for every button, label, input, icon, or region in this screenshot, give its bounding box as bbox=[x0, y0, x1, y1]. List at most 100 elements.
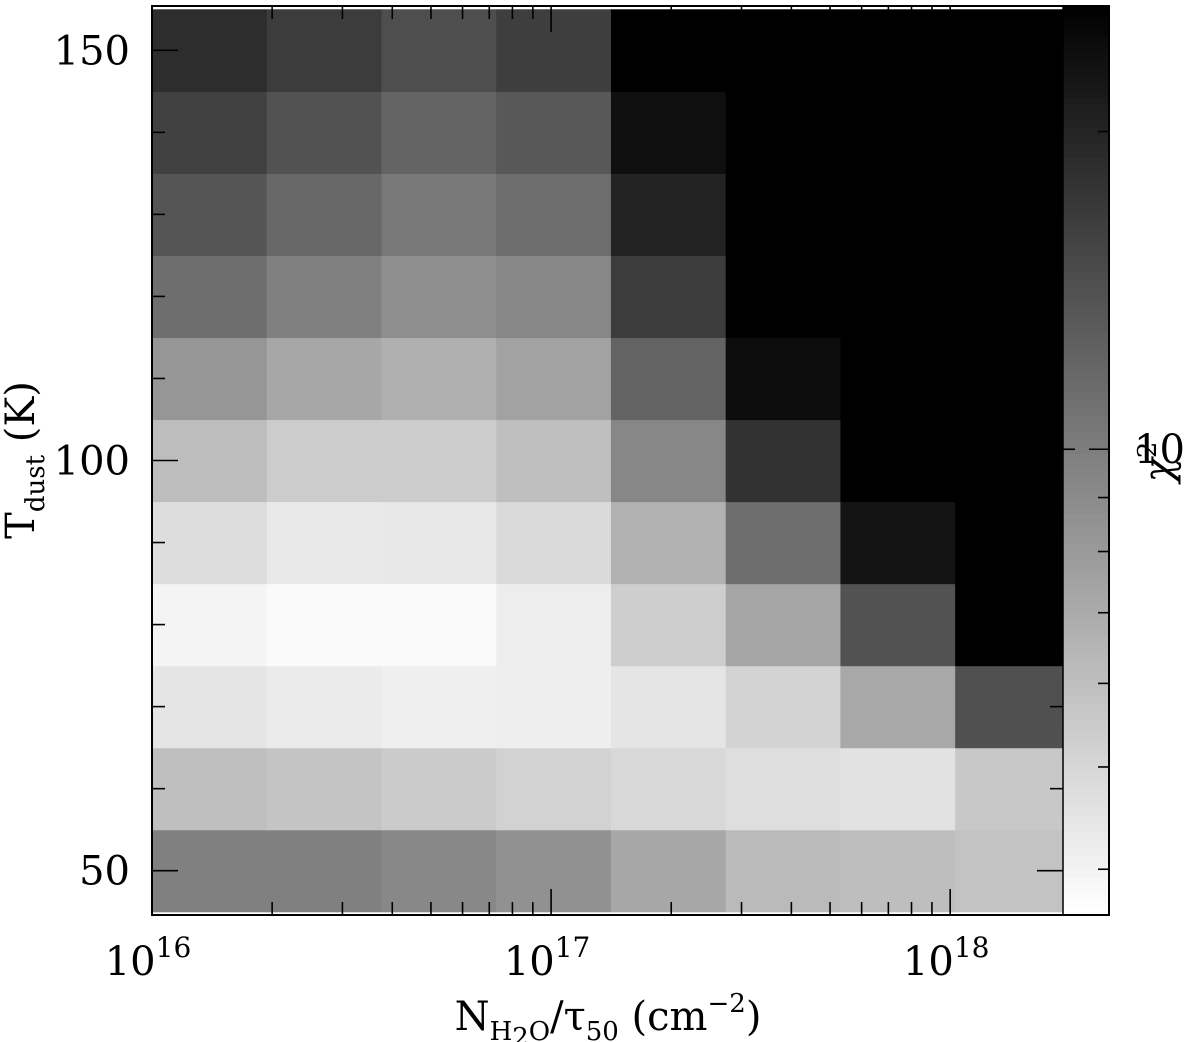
colorbar-step bbox=[1063, 286, 1109, 295]
colorbar-step bbox=[1063, 521, 1109, 530]
colorbar-step bbox=[1063, 445, 1109, 454]
heatmap-cell bbox=[152, 501, 268, 585]
heatmap-cell bbox=[152, 665, 268, 749]
colorbar-step bbox=[1063, 733, 1109, 742]
colorbar-step bbox=[1063, 824, 1109, 833]
colorbar-step bbox=[1063, 634, 1109, 643]
colorbar-step bbox=[1063, 718, 1109, 727]
heatmap-cell bbox=[266, 255, 383, 339]
colorbar-step bbox=[1063, 657, 1109, 666]
colorbar-step bbox=[1063, 293, 1109, 303]
heatmap-cell bbox=[266, 665, 383, 749]
x-tick-label: 1017 bbox=[504, 931, 591, 985]
heatmap-cell bbox=[381, 419, 497, 503]
y-tick-label: 50 bbox=[79, 849, 130, 895]
colorbar-step bbox=[1063, 127, 1109, 136]
colorbar-step bbox=[1063, 271, 1109, 280]
colorbar-step bbox=[1063, 452, 1109, 462]
heatmap-cells bbox=[152, 9, 1064, 913]
heatmap-cell bbox=[725, 829, 842, 913]
colorbar-step bbox=[1063, 28, 1109, 37]
colorbar-step bbox=[1063, 430, 1109, 439]
heatmap-cell bbox=[840, 255, 956, 339]
colorbar-step bbox=[1063, 899, 1109, 909]
colorbar-step bbox=[1063, 74, 1109, 83]
heatmap-cell bbox=[266, 747, 383, 831]
colorbar-step bbox=[1063, 490, 1109, 499]
heatmap-cell bbox=[610, 419, 727, 503]
heatmap-cell bbox=[496, 829, 612, 913]
colorbar-step bbox=[1063, 793, 1109, 802]
colorbar-step bbox=[1063, 695, 1109, 704]
colorbar-step bbox=[1063, 66, 1109, 75]
heatmap-cell bbox=[381, 173, 497, 256]
heatmap-cell bbox=[840, 829, 956, 913]
colorbar-step bbox=[1063, 763, 1109, 772]
colorbar-step bbox=[1063, 468, 1109, 477]
colorbar-step bbox=[1063, 748, 1109, 757]
heatmap-cell bbox=[496, 9, 612, 92]
colorbar-step bbox=[1063, 119, 1109, 128]
y-tick-label: 100 bbox=[54, 439, 130, 485]
colorbar-step bbox=[1063, 13, 1109, 22]
heatmap-cell bbox=[381, 747, 497, 831]
colorbar-step bbox=[1063, 134, 1109, 143]
colorbar-step bbox=[1063, 6, 1109, 15]
heatmap-cell bbox=[955, 173, 1064, 256]
heatmap-cell bbox=[266, 9, 383, 92]
colorbar-step bbox=[1063, 710, 1109, 719]
heatmap-cell bbox=[610, 829, 727, 913]
colorbar-step bbox=[1063, 680, 1109, 689]
colorbar-step bbox=[1063, 687, 1109, 696]
colorbar-step bbox=[1063, 354, 1109, 363]
heatmap-cell bbox=[955, 583, 1064, 667]
colorbar-step bbox=[1063, 846, 1109, 856]
heatmap-cell bbox=[725, 501, 842, 585]
heatmap-cell bbox=[725, 583, 842, 667]
colorbar-step bbox=[1063, 566, 1109, 575]
colorbar-step bbox=[1063, 755, 1109, 765]
colorbar-step bbox=[1063, 21, 1109, 30]
colorbar-step bbox=[1063, 157, 1109, 166]
heatmap-cell bbox=[381, 9, 497, 92]
colorbar-step bbox=[1063, 869, 1109, 878]
colorbar-step bbox=[1063, 362, 1109, 371]
colorbar-step bbox=[1063, 36, 1109, 45]
colorbar-step bbox=[1063, 89, 1109, 98]
colorbar-step bbox=[1063, 861, 1109, 871]
heatmap-cell bbox=[496, 419, 612, 503]
colorbar-step bbox=[1063, 475, 1109, 484]
heatmap-cell bbox=[725, 255, 842, 339]
heatmap-cell bbox=[840, 9, 956, 92]
colorbar-step bbox=[1063, 877, 1109, 886]
colorbar-step bbox=[1063, 240, 1109, 249]
colorbar-step bbox=[1063, 324, 1109, 333]
plot-frame bbox=[151, 5, 1110, 916]
heatmap-cell bbox=[955, 337, 1064, 421]
heatmap-cell bbox=[840, 583, 956, 667]
colorbar-step bbox=[1063, 384, 1109, 393]
heatmap-cell bbox=[610, 501, 727, 585]
heatmap-cell bbox=[725, 9, 842, 92]
colorbar-step bbox=[1063, 558, 1109, 568]
heatmap-cell bbox=[381, 91, 497, 174]
y-tick-label: 150 bbox=[54, 28, 130, 74]
colorbar-step bbox=[1063, 346, 1109, 356]
colorbar-step bbox=[1063, 839, 1109, 848]
heatmap-cell bbox=[610, 255, 727, 339]
colorbar-step bbox=[1063, 43, 1109, 53]
colorbar-step bbox=[1063, 81, 1109, 90]
heatmap-cell bbox=[152, 173, 268, 256]
colorbar-step bbox=[1063, 725, 1109, 734]
heatmap-cell bbox=[955, 665, 1064, 749]
heatmap-cell bbox=[955, 255, 1064, 339]
colorbar-step bbox=[1063, 437, 1109, 446]
heatmap-cell bbox=[266, 419, 383, 503]
colorbar-step bbox=[1063, 399, 1109, 409]
colorbar-step bbox=[1063, 786, 1109, 795]
colorbar-step bbox=[1063, 498, 1109, 507]
colorbar-step bbox=[1063, 255, 1109, 265]
colorbar-step bbox=[1063, 316, 1109, 325]
heatmap-cell bbox=[610, 173, 727, 256]
